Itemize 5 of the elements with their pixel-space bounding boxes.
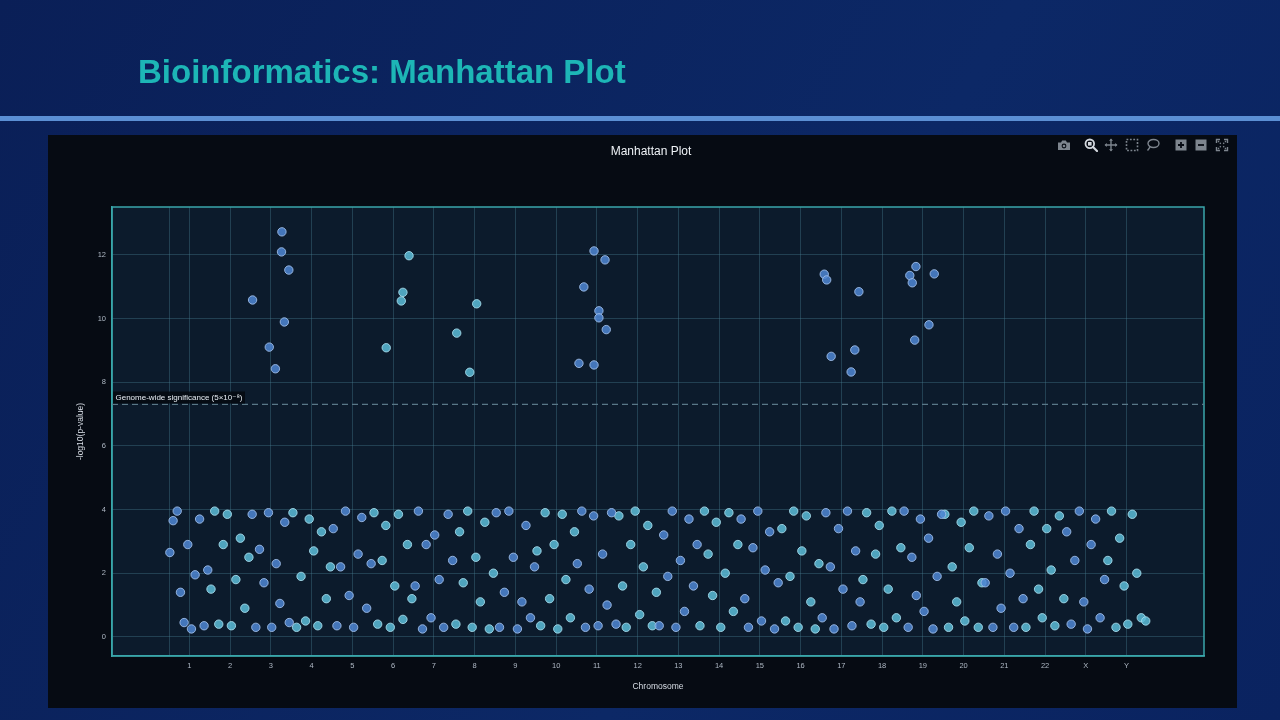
- ref-line-label: Genome-wide significance (5×10⁻⁸): [115, 392, 243, 402]
- x-axis-title: Chromosome: [632, 681, 684, 692]
- chart-subtitle: Manhattan Plot: [610, 143, 692, 159]
- chart-title: Bioinformatics: Manhattan Plot: [138, 52, 626, 92]
- y-axis-title: -log10(p-value): [75, 402, 86, 461]
